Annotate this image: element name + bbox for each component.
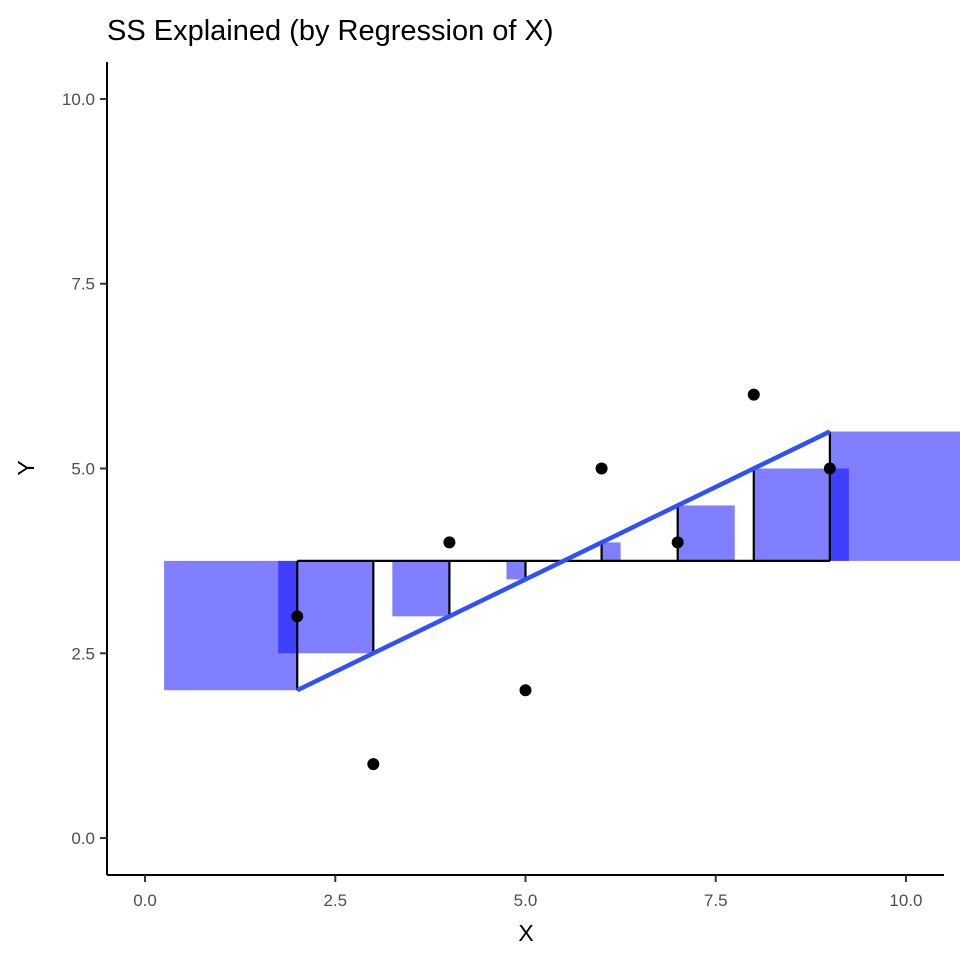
regression-line bbox=[296, 429, 831, 693]
x-tick-label: 10.0 bbox=[889, 891, 922, 910]
data-point bbox=[367, 758, 380, 771]
regression-line-group bbox=[296, 429, 831, 693]
chart-title: SS Explained (by Regression of X) bbox=[107, 15, 554, 47]
y-tick-label: 7.5 bbox=[71, 275, 95, 294]
x-axis-title: X bbox=[518, 920, 533, 946]
data-point bbox=[823, 462, 836, 475]
data-point bbox=[291, 610, 304, 623]
data-point bbox=[443, 536, 456, 549]
explained-square bbox=[829, 431, 960, 561]
data-point bbox=[595, 462, 608, 475]
x-tick-label: 5.0 bbox=[514, 891, 538, 910]
explained-squares bbox=[164, 431, 960, 691]
y-axis-title: Y bbox=[13, 460, 39, 475]
y-tick-label: 5.0 bbox=[71, 460, 95, 479]
explained-square bbox=[164, 560, 298, 691]
explained-square bbox=[506, 560, 526, 580]
data-point bbox=[671, 536, 684, 549]
x-tick-label: 2.5 bbox=[323, 891, 347, 910]
axes: 0.0 2.5 5.0 7.5 10.0 0.0 2.5 5.0 7.5 10.0 bbox=[62, 62, 944, 910]
explained-square bbox=[278, 560, 374, 654]
y-tick-label: 2.5 bbox=[71, 644, 95, 663]
y-tick-label: 10.0 bbox=[62, 90, 95, 109]
y-tick-label: 0.0 bbox=[71, 829, 95, 848]
x-tick-label: 7.5 bbox=[704, 891, 728, 910]
data-point bbox=[747, 388, 760, 401]
explained-square bbox=[601, 542, 621, 561]
x-tick-label: 0.0 bbox=[133, 891, 157, 910]
data-points bbox=[291, 388, 836, 771]
data-point bbox=[519, 684, 532, 697]
explained-square bbox=[392, 560, 450, 617]
explained-square bbox=[677, 505, 735, 561]
